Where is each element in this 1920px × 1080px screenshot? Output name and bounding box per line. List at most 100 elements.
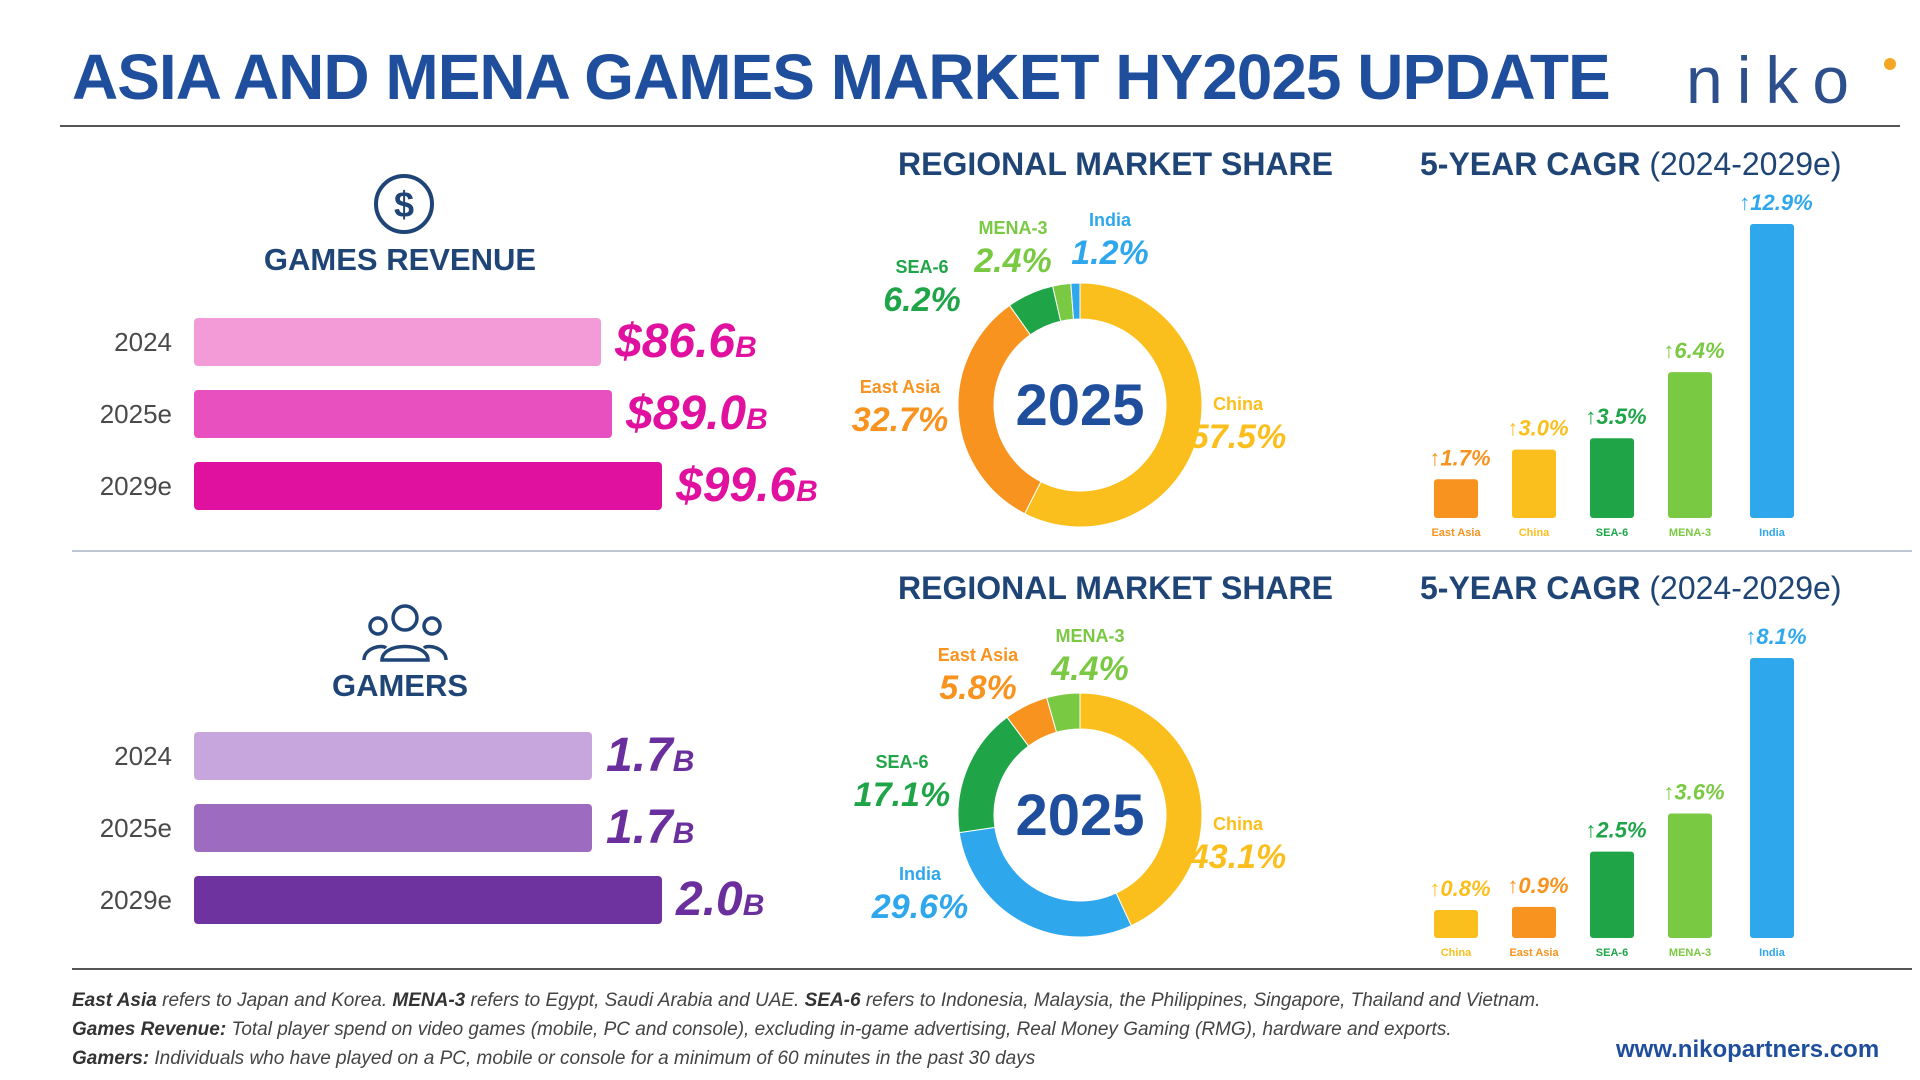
page-title: ASIA AND MENA GAMES MARKET HY2025 UPDATE (72, 41, 1611, 113)
footnote-term: Games Revenue: (72, 1019, 227, 1040)
pie-slice-value: 5.8% (939, 669, 1017, 707)
cagr-category-label: China (1519, 527, 1550, 539)
cagr-title-1: 5-YEAR CAGR (2024-2029e) (1420, 146, 1842, 183)
cagr-bar (1668, 813, 1712, 938)
share-title-2: REGIONAL MARKET SHARE (898, 570, 1333, 606)
gamers-label: GAMERS (331, 668, 469, 703)
bar-year-label: 2029e (99, 471, 172, 501)
footnote-line: Games Revenue: Total player spend on vid… (72, 1019, 1452, 1041)
horizontal-bar (194, 732, 592, 780)
niko-logo: niko (1686, 43, 1864, 117)
pie-slice-value: 32.7% (852, 401, 948, 439)
pie-slice-name: SEA-6 (895, 257, 948, 277)
bar-value-label: 2.0B (676, 873, 765, 926)
logo-dot (1884, 58, 1896, 70)
cagr-category-label: China (1441, 947, 1472, 959)
cagr-value-label: ↑0.8% (1429, 876, 1490, 901)
pie-slice-value: 4.4% (1050, 650, 1129, 688)
bar-value-label: $86.6B (615, 315, 757, 368)
footnote-text: refers to Japan and Korea. (156, 990, 393, 1011)
horizontal-bar (194, 876, 662, 924)
pie-slice (1046, 692, 1081, 733)
row-divider (72, 550, 1912, 552)
pie-slice (957, 304, 1042, 515)
bar-year-label: 2029e (99, 885, 172, 915)
bar-value-label: $89.0B (626, 387, 768, 440)
cagr-value-label: ↑0.9% (1507, 873, 1568, 898)
bar-year-label: 2024 (114, 741, 172, 771)
pie-slice-name: China (1213, 394, 1264, 414)
pie-slice-name: East Asia (938, 645, 1019, 665)
pie-slice-value: 29.6% (871, 888, 968, 926)
pie-slice-name: East Asia (860, 377, 941, 397)
share-title-1: REGIONAL MARKET SHARE (898, 146, 1333, 182)
horizontal-bar (194, 390, 612, 438)
cagr-category-label: India (1759, 527, 1786, 539)
cagr-category-label: SEA-6 (1596, 527, 1628, 539)
footnote-text: Total player spend on video games (mobil… (226, 1019, 1452, 1040)
footnote-text: Individuals who have played on a PC, mob… (149, 1048, 1036, 1069)
footnote-text: refers to Egypt, Saudi Arabia and UAE. (465, 990, 805, 1011)
pie-slice-name: India (1089, 210, 1132, 230)
footnote-term: Gamers: (72, 1048, 150, 1069)
pie-slice-name: China (1213, 814, 1264, 834)
cagr-value-label: ↑8.1% (1745, 624, 1806, 649)
bar-year-label: 2024 (114, 327, 172, 357)
pie-slice-value: 1.2% (1071, 234, 1149, 272)
cagr-bar (1512, 449, 1556, 518)
cagr-bar (1668, 372, 1712, 518)
cagr-bar (1750, 224, 1794, 518)
cagr-category-label: SEA-6 (1596, 947, 1628, 959)
pie-slice-value: 2.4% (973, 242, 1052, 280)
cagr-title-text: 5-YEAR CAGR (1420, 146, 1641, 182)
website-url[interactable]: www.nikopartners.com (1616, 1036, 1880, 1063)
pie-center-label: 2025 (1015, 373, 1144, 438)
cagr-category-label: East Asia (1431, 527, 1481, 539)
cagr-bar (1750, 658, 1794, 938)
cagr-value-label: ↑1.7% (1429, 445, 1490, 470)
footnote-term: MENA-3 (392, 990, 466, 1011)
horizontal-bar (194, 804, 592, 852)
cagr-title-text: 5-YEAR CAGR (1420, 570, 1641, 606)
users-icon (360, 598, 450, 666)
footnote-text: refers to Indonesia, Malaysia, the Phili… (860, 990, 1541, 1011)
cagr-category-label: MENA-3 (1669, 527, 1711, 539)
pie-slice-value: 43.1% (1189, 838, 1286, 876)
horizontal-bar (194, 462, 662, 510)
pie-slice-name: SEA-6 (875, 752, 928, 772)
svg-text:$: $ (394, 184, 414, 225)
footnote-term: SEA-6 (804, 990, 861, 1011)
cagr-value-label: ↑6.4% (1663, 338, 1724, 363)
header-rule (60, 125, 1900, 127)
cagr-value-label: ↑3.0% (1507, 416, 1568, 441)
cagr-bar (1590, 438, 1634, 518)
cagr-bar (1512, 906, 1556, 938)
cagr-value-label: ↑3.5% (1585, 404, 1646, 429)
footnote-term: East Asia (72, 990, 157, 1011)
footnote-line: Gamers: Individuals who have played on a… (72, 1048, 1035, 1070)
cagr-period: (2024-2029e) (1649, 570, 1842, 606)
footer-rule (72, 968, 1912, 970)
pie-slice-value: 6.2% (883, 281, 961, 319)
pie-slice-name: MENA-3 (978, 218, 1047, 238)
footnote-line: East Asia refers to Japan and Korea. MEN… (72, 990, 1540, 1012)
cagr-category-label: MENA-3 (1669, 947, 1711, 959)
pie-slice-name: MENA-3 (1055, 626, 1124, 646)
pie-slice-value: 57.5% (1190, 418, 1286, 456)
bar-year-label: 2025e (99, 813, 172, 843)
bar-value-label: 1.7B (606, 801, 695, 854)
cagr-value-label: ↑12.9% (1739, 190, 1812, 215)
cagr-category-label: India (1759, 947, 1786, 959)
horizontal-bar (194, 318, 601, 366)
revenue-label: GAMES REVENUE (263, 242, 537, 277)
cagr-period: (2024-2029e) (1649, 146, 1842, 182)
bar-year-label: 2025e (99, 399, 172, 429)
pie-slice (1079, 692, 1203, 927)
cagr-category-label: East Asia (1509, 947, 1559, 959)
dollar-icon: $ (372, 172, 436, 236)
pie-slice (1023, 282, 1203, 528)
cagr-value-label: ↑2.5% (1585, 818, 1646, 843)
cagr-title-2: 5-YEAR CAGR (2024-2029e) (1420, 570, 1842, 607)
cagr-bar (1434, 910, 1478, 938)
pie-slice-name: India (899, 864, 942, 884)
